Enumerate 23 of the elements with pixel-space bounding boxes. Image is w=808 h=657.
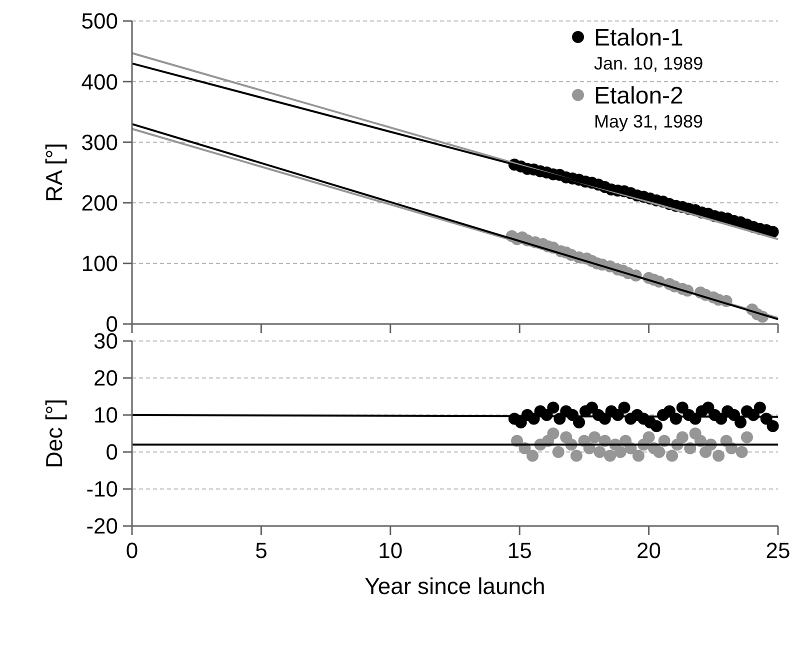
x-tick-label: 10 [378,538,403,563]
y-tick-label: 20 [94,366,118,391]
x-axis-title: Year since launch [364,573,546,599]
y-tick-label: 200 [81,190,118,216]
y-tick-label: 400 [81,69,118,94]
x-tick-label: 0 [126,538,138,563]
x-tick-label: 15 [507,538,532,563]
y-tick-label: 0 [106,440,118,465]
y-axis-title: RA [°] [41,142,67,202]
x-tick-label: 25 [766,538,790,563]
y-tick-label: -10 [86,476,118,502]
annotation: Jan. 10, 1989 [594,53,704,74]
y-axis-title: Dec [°] [41,398,67,468]
y-tick-label: -20 [86,514,118,539]
y-tick-label: 100 [81,251,118,276]
y-tick-label: 300 [81,130,118,155]
x-tick-label: 5 [255,538,268,563]
legend-label: Etalon-2 [594,82,684,110]
y-tick-label: 10 [94,402,118,428]
annotation: May 31, 1989 [594,111,704,132]
y-tick-label: 500 [81,8,118,34]
x-tick-label: 20 [636,538,662,563]
legend-label: Etalon-1 [594,24,684,52]
